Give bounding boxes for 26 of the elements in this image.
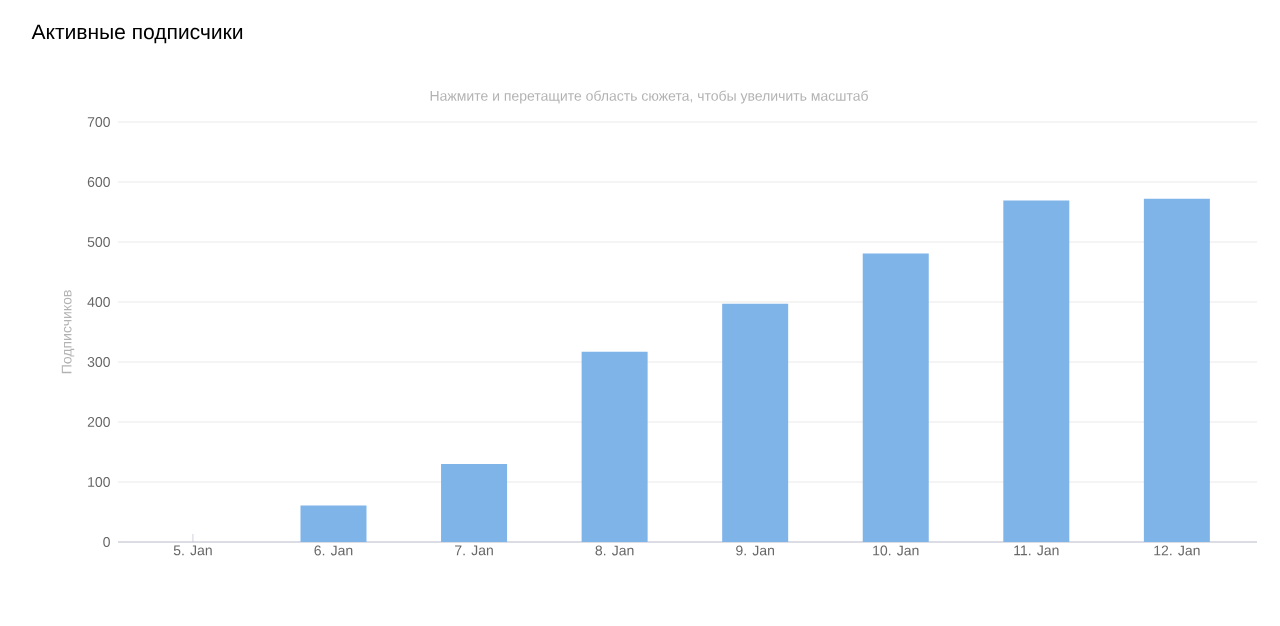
y-tick-label: 100 — [88, 477, 110, 487]
y-tick-label: 300 — [87, 357, 110, 367]
bar — [862, 253, 929, 542]
y-tick-label: 600 — [87, 177, 110, 187]
y-tick-label: 200 — [87, 417, 110, 427]
x-tick-label: 11. Jan — [1014, 545, 1059, 556]
bar — [1003, 200, 1070, 542]
x-tick-label: 6. Jan — [314, 545, 353, 556]
x-tick-label: 10. Jan — [873, 545, 919, 556]
bar — [441, 463, 508, 542]
y-tick-label: 0 — [103, 537, 110, 547]
chart-subtitle: Нажмите и перетащите область сюжета, чтобы увеличить масштаб — [430, 90, 868, 104]
bar — [1143, 198, 1210, 542]
bar — [722, 303, 789, 542]
y-axis-title: Подписчиков — [61, 290, 75, 374]
bar — [581, 351, 648, 542]
x-tick-label: 12. Jan — [1154, 545, 1200, 556]
chart-title: Активные подписчики — [31, 24, 243, 44]
y-tick-label: 700 — [87, 117, 110, 127]
y-tick-label: 500 — [87, 237, 110, 247]
bar — [300, 505, 367, 542]
x-tick-label: 7. Jan — [455, 545, 493, 556]
x-tick-label: 5. Jan — [173, 545, 212, 556]
x-tick-label: 8. Jan — [595, 545, 634, 556]
y-tick-label: 400 — [87, 297, 110, 307]
x-tick-label: 9. Jan — [736, 545, 774, 556]
